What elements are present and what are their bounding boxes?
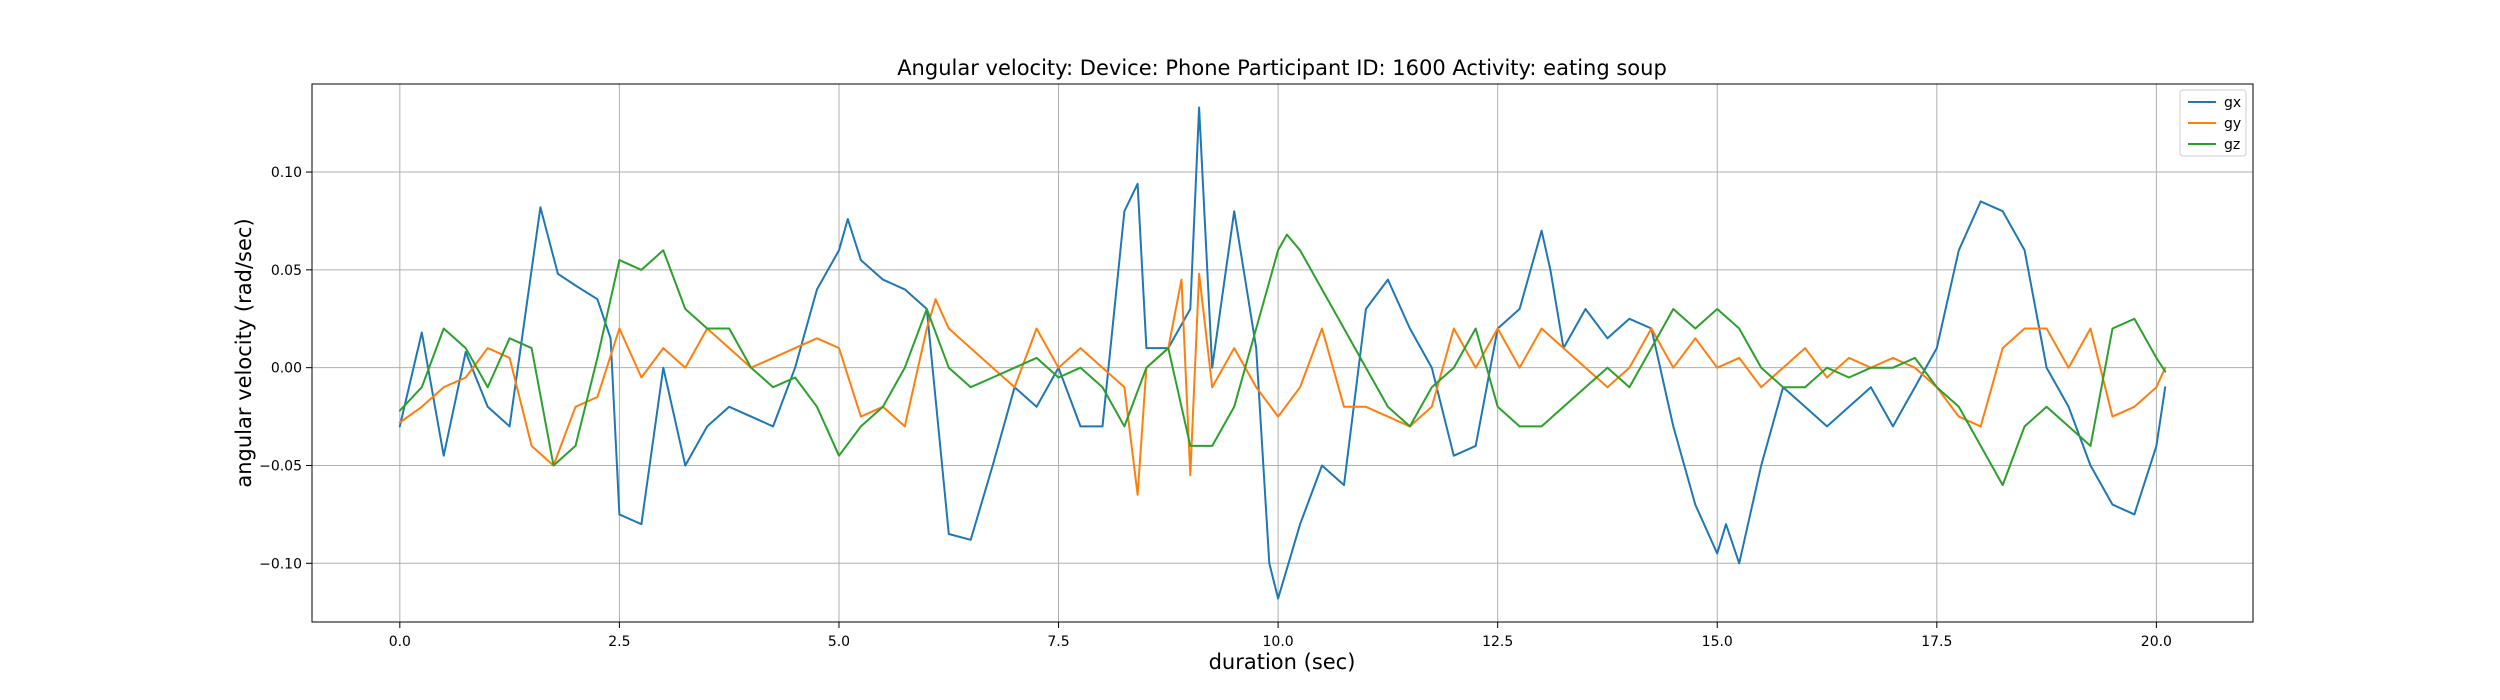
x-tick-label: 17.5 — [1921, 634, 1952, 650]
x-tick-label: 0.0 — [389, 634, 411, 650]
y-tick-label: −0.05 — [259, 458, 302, 474]
series-line-gx — [398, 106, 2167, 600]
legend-label-gz: gz — [2224, 137, 2240, 153]
x-axis-label: duration (sec) — [1209, 650, 1356, 674]
y-tick-label: 0.00 — [271, 361, 302, 377]
x-tick-label: 7.5 — [1047, 634, 1069, 650]
chart-title: Angular velocity: Device: Phone Particip… — [897, 56, 1667, 80]
tick-layer: 0.0 2.5 5.0 7.5 10.0 12.5 15.0 17.5 20.0 −0.10 −0.… — [259, 165, 2172, 650]
x-tick-label: 5.0 — [828, 634, 850, 650]
y-tick-label: −0.10 — [259, 556, 302, 572]
plot-frame — [311, 83, 2254, 623]
x-tick-label: 15.0 — [1702, 634, 1733, 650]
grid-layer — [312, 84, 2253, 622]
y-axis-label: angular velocity (rad/sec) — [232, 218, 256, 487]
legend-label-gx: gx — [2224, 95, 2241, 111]
legend: gx gy gz — [2179, 89, 2247, 157]
series-line-gz — [398, 233, 2167, 487]
y-tick-label: 0.10 — [271, 165, 302, 181]
x-tick-label: 12.5 — [1482, 634, 1513, 650]
x-tick-label: 20.0 — [2141, 634, 2172, 650]
plot-area-background — [312, 84, 2253, 622]
y-tick-label: 0.05 — [271, 263, 302, 279]
x-tick-label: 2.5 — [608, 634, 630, 650]
series-layer — [398, 106, 2167, 600]
x-tick-label: 10.0 — [1263, 634, 1294, 650]
legend-label-gy: gy — [2224, 116, 2241, 132]
